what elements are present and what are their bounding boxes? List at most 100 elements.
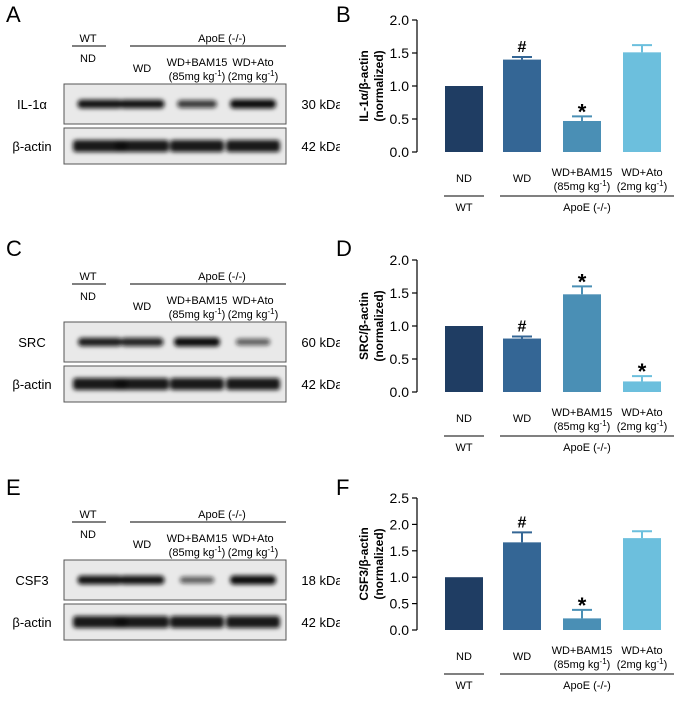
band-control xyxy=(170,378,224,390)
header-wt: WT xyxy=(79,33,96,45)
significance-marker: * xyxy=(578,269,587,294)
panel-letter-a: A xyxy=(6,2,21,27)
y-tick-label: 2.0 xyxy=(390,516,410,532)
chart-svg: IL-1α/β-actin (normalized) 0.0 0.5 1.0 1.5 2.0… xyxy=(357,12,674,214)
header-ato-dose: (2mg kg-1) xyxy=(228,545,279,559)
panel-letter-f: F xyxy=(336,475,350,500)
band-protein xyxy=(174,337,220,347)
band-protein xyxy=(230,99,276,109)
blot-svg: WT ND ApoE (-/-) WD WD+BAM15(85mg kg-1) WD+At… xyxy=(12,509,340,641)
y-tick-label: 0.5 xyxy=(390,596,410,612)
band-control xyxy=(115,140,169,152)
x-category-label: WD+BAM15 xyxy=(552,407,613,419)
bar xyxy=(623,52,661,153)
western-blot-src: WT ND ApoE (-/-) WD WD+BAM15 (85mg kg-1) WD+At… xyxy=(0,258,340,478)
x-category-label: WD+BAM15 xyxy=(552,167,613,179)
control-kda: 42 kDa xyxy=(301,139,340,154)
y-tick-label: 1.0 xyxy=(390,569,410,585)
bar xyxy=(623,538,661,630)
header-ato-dose: (2mg kg-1) xyxy=(228,307,279,321)
control-label: β-actin xyxy=(12,615,51,630)
control-kda: 42 kDa xyxy=(301,377,340,392)
header-ato: WD+Ato xyxy=(232,295,273,307)
x-category-label: WD+Ato xyxy=(621,645,662,657)
header-bam15: WD+BAM15 xyxy=(167,57,228,69)
band-control xyxy=(115,378,169,390)
y-tick-label: 1.5 xyxy=(390,285,410,301)
x-category-label: WD+Ato xyxy=(621,167,662,179)
band-protein xyxy=(78,337,122,347)
control-bands xyxy=(73,140,280,152)
y-tick-label: 1.5 xyxy=(390,543,410,559)
band-control xyxy=(115,616,169,628)
bar xyxy=(503,338,541,392)
bar-chart-il1a: IL-1α/β-actin (normalized) 0.0 0.5 1.0 1.5 2.0… xyxy=(340,10,685,236)
bar xyxy=(563,120,601,152)
band-control xyxy=(170,616,224,628)
band-control xyxy=(226,616,280,628)
x-category-label: WD xyxy=(513,173,531,185)
band-protein xyxy=(119,575,165,585)
protein-kda: 30 kDa xyxy=(301,97,340,112)
bar xyxy=(563,618,601,630)
protein-bands xyxy=(77,575,276,585)
significance-marker: # xyxy=(518,39,527,56)
x-category-dose: (2mg kg-1) xyxy=(617,179,668,193)
header-bam15: WD+BAM15 xyxy=(167,295,228,307)
band-protein xyxy=(177,100,217,108)
bar xyxy=(563,294,601,392)
bar xyxy=(445,326,483,392)
header-ato-dose: (2mg kg-1) xyxy=(228,69,279,83)
header-wt: WT xyxy=(79,271,96,283)
significance-marker: * xyxy=(578,99,587,124)
band-control xyxy=(73,616,127,628)
x-category-label: ND xyxy=(456,173,472,185)
significance-marker: * xyxy=(638,359,647,384)
y-axis-label: SRC/β-actin xyxy=(357,292,371,360)
y-tick-label: 1.0 xyxy=(390,318,410,334)
header-bam15-dose: (85mg kg-1) xyxy=(169,307,226,321)
bar-chart-csf3: CSF3/β-actin (normalized) 0.0 0.5 1.0 1.5 2.0 2… xyxy=(340,488,685,714)
band-control xyxy=(170,140,224,152)
group-label-wt: WT xyxy=(455,442,472,454)
y-axis-label-normalized: (normalized) xyxy=(372,290,386,361)
bar xyxy=(445,577,483,630)
significance-marker: * xyxy=(578,593,587,618)
bar xyxy=(503,59,541,152)
header-bam15-dose: (85mg kg-1) xyxy=(169,69,226,83)
y-tick-label: 1.0 xyxy=(390,78,410,94)
protein-label: IL-1α xyxy=(17,97,47,112)
y-tick-label: 0.0 xyxy=(390,144,410,160)
group-label-wt: WT xyxy=(455,202,472,214)
y-tick-label: 0.0 xyxy=(390,384,410,400)
band-protein xyxy=(230,575,276,585)
significance-marker: # xyxy=(518,514,527,531)
band-protein xyxy=(179,576,215,584)
x-category-label: WD+BAM15 xyxy=(552,645,613,657)
band-protein xyxy=(119,99,165,109)
header-bam15-dose: (85mg kg-1) xyxy=(169,545,226,559)
band-control xyxy=(73,378,127,390)
group-label-apoe: ApoE (-/-) xyxy=(563,202,611,214)
panel-letter-c: C xyxy=(6,236,22,261)
protein-label: CSF3 xyxy=(15,573,48,588)
y-axis-label-normalized: (normalized) xyxy=(372,528,386,599)
blot-svg: WT ND ApoE (-/-) WD WD+BAM15(85mg kg-1) WD+At… xyxy=(12,271,340,403)
band-protein xyxy=(235,338,271,346)
header-nd: ND xyxy=(80,53,96,65)
panel-letter-b: B xyxy=(336,2,351,27)
bar xyxy=(503,542,541,630)
western-blot-il1a: WT ND ApoE (-/-) WD WD+BAM15 (85mg kg-1) WD+At… xyxy=(0,20,340,240)
western-blot-csf3: WT ND ApoE (-/-) WD WD+BAM15 (85mg kg-1) WD+At… xyxy=(0,496,340,716)
control-bands xyxy=(73,616,280,628)
protein-kda: 60 kDa xyxy=(301,335,340,350)
band-control xyxy=(226,378,280,390)
header-ato: WD+Ato xyxy=(232,57,273,69)
control-bands xyxy=(73,378,280,390)
control-label: β-actin xyxy=(12,377,51,392)
chart-svg: CSF3/β-actin (normalized) 0.0 0.5 1.0 1.5 2.0 2… xyxy=(357,490,674,692)
x-category-dose: (2mg kg-1) xyxy=(617,657,668,671)
control-label: β-actin xyxy=(12,139,51,154)
x-category-dose: (85mg kg-1) xyxy=(554,657,611,671)
y-tick-label: 0.0 xyxy=(390,622,410,638)
